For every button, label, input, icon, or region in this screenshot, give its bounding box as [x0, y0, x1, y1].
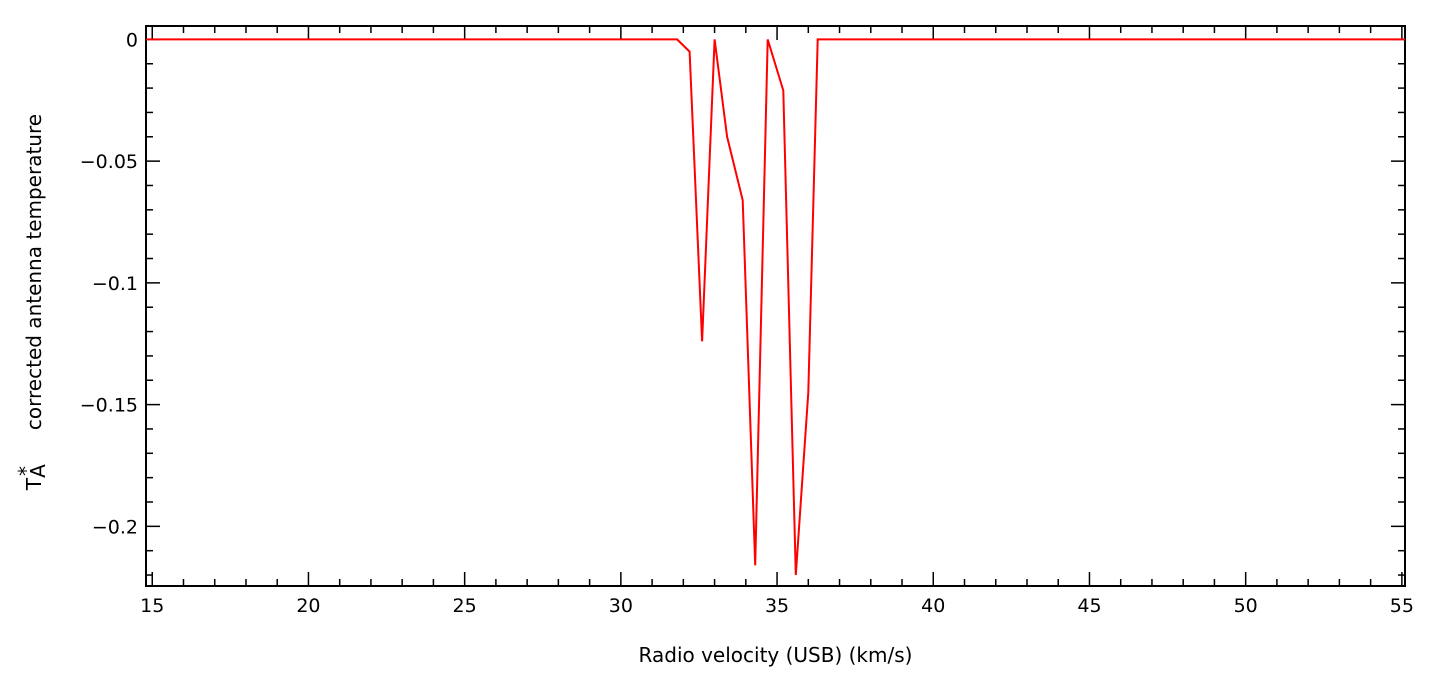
y-axis-symbol-superscript: * [14, 466, 38, 476]
x-tick-label: 15 [140, 595, 164, 617]
x-tick-label: 45 [1077, 595, 1101, 617]
x-tick-label: 30 [609, 595, 633, 617]
y-tick-label: −0.05 [80, 151, 138, 173]
y-axis-title: corrected antenna temperature [22, 114, 46, 430]
x-tick-label: 25 [453, 595, 477, 617]
y-tick-label: −0.1 [92, 273, 138, 295]
y-tick-label: −0.2 [92, 516, 138, 538]
x-tick-label: 55 [1390, 595, 1414, 617]
x-tick-label: 40 [921, 595, 945, 617]
y-tick-label: 0 [126, 29, 138, 51]
series-layer [146, 38, 1405, 576]
y-axis-symbol-subscript: A [26, 464, 50, 478]
y-axis-title-group: corrected antenna temperature T * A [14, 114, 50, 491]
x-axis-title: Radio velocity (USB) (km/s) [639, 643, 913, 667]
x-tick-label: 20 [296, 595, 320, 617]
x-axis-ticks: 15 20 25 30 35 40 45 50 55 [140, 26, 1414, 617]
y-axis-ticks: 0 −0.05 −0.1 −0.15 −0.2 [80, 29, 1405, 576]
series-line [146, 38, 1405, 576]
y-axis-symbol: T [22, 477, 46, 491]
x-tick-label: 35 [765, 595, 789, 617]
y-tick-label: −0.15 [80, 395, 138, 417]
plot-frame [145, 25, 1406, 587]
x-tick-label: 50 [1234, 595, 1258, 617]
